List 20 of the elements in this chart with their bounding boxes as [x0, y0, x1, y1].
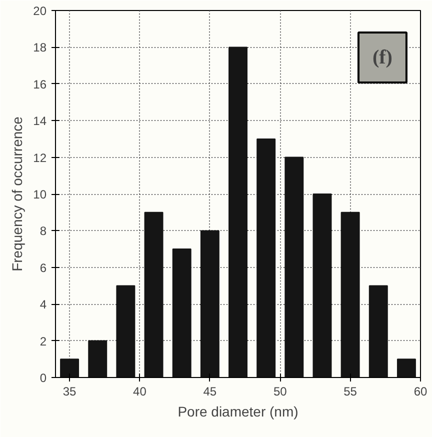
y-tick-label: 10	[33, 188, 47, 202]
y-axis-title: Frequency of occurrence	[9, 116, 26, 272]
y-tick-label: 20	[33, 4, 47, 18]
y-tick-label: 12	[33, 150, 47, 165]
y-tick-label: 0	[40, 371, 47, 385]
y-tick-label: 4	[40, 298, 47, 312]
y-tick-label: 2	[40, 334, 47, 348]
y-tick-label: 14	[33, 114, 47, 128]
y-tick-label: 16	[33, 77, 47, 92]
x-axis-title: Pore diameter (nm)	[178, 404, 298, 420]
x-tick-label: 55	[344, 384, 358, 398]
y-tick-label: 6	[40, 260, 47, 275]
x-tick-label: 60	[414, 384, 428, 398]
x-tick-label: 50	[273, 384, 288, 398]
y-tick-label: 8	[40, 224, 47, 238]
x-tick-label: 40	[133, 384, 147, 398]
annotation: (f)	[372, 46, 392, 69]
y-tick-label: 18	[33, 40, 47, 55]
x-tick-label: 35	[62, 384, 77, 398]
x-tick-label: 45	[203, 384, 217, 398]
